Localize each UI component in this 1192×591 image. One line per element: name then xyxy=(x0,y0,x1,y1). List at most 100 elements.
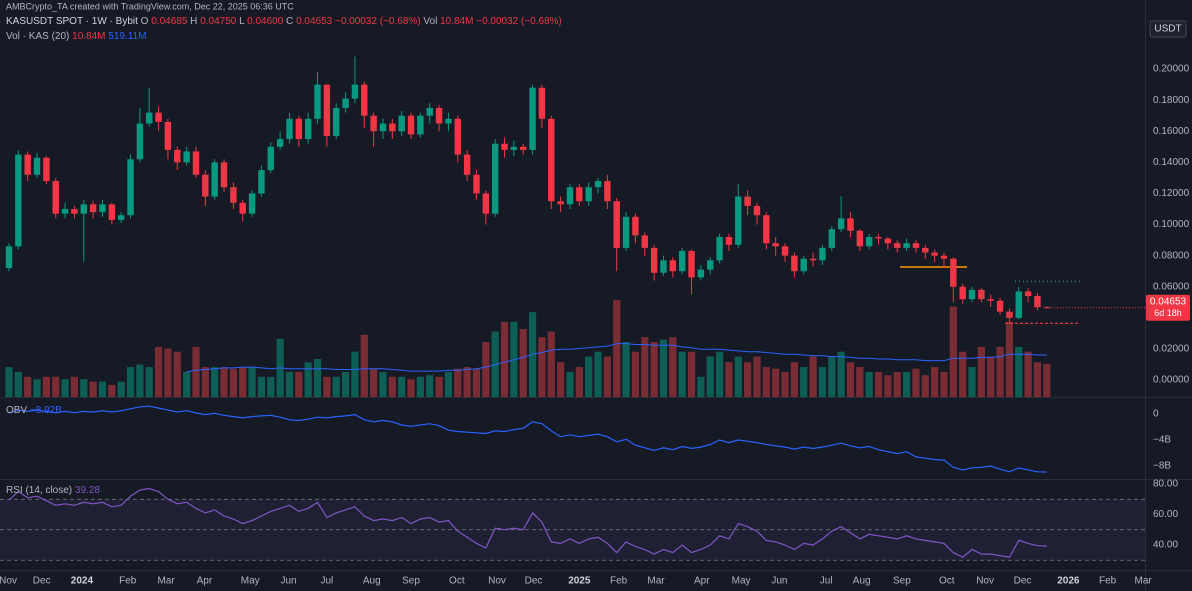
candle-body xyxy=(417,115,424,135)
volume-bar xyxy=(14,371,22,397)
volume-bar xyxy=(426,375,434,397)
volume-bar xyxy=(201,367,209,397)
volume-bar xyxy=(762,367,770,397)
volume-bar xyxy=(557,362,565,397)
x-tick-label: Oct xyxy=(449,576,465,587)
candle-body xyxy=(501,143,508,150)
y-tick-label: 0.00000 xyxy=(1153,375,1190,386)
x-tick-label: Jun xyxy=(771,576,787,587)
candle-body xyxy=(865,236,873,247)
candle-body xyxy=(136,123,144,160)
candle-body xyxy=(1024,291,1032,297)
candle-body xyxy=(660,260,667,273)
candle-body xyxy=(314,84,321,119)
volume-bar xyxy=(370,368,378,397)
candle-body xyxy=(978,289,985,300)
candle-body xyxy=(894,243,901,248)
volume-bar xyxy=(183,371,191,397)
candle-body xyxy=(1034,296,1041,308)
volume-bar xyxy=(697,376,705,397)
volume-bar xyxy=(865,371,873,397)
x-tick-label: Dec xyxy=(525,576,543,587)
volume-value: 10.84M xyxy=(72,31,105,42)
candle-body xyxy=(1015,291,1022,318)
candle-body xyxy=(220,162,228,188)
candle-body xyxy=(370,115,377,132)
candle-body xyxy=(875,236,882,239)
candle-body xyxy=(155,112,162,122)
candle-body xyxy=(987,299,994,301)
volume-bar xyxy=(145,367,153,397)
candle-body xyxy=(548,118,555,202)
volume-bar xyxy=(267,376,275,397)
legend: KASUSDT SPOT · 1W · Bybit O 0.04685 H 0.… xyxy=(6,16,562,27)
candle-body xyxy=(473,174,480,194)
candle-body xyxy=(557,201,564,205)
volume-bar xyxy=(24,376,32,397)
y-tick-label: −4B xyxy=(1153,435,1171,446)
volume-bar xyxy=(519,329,527,397)
candle-body xyxy=(5,246,13,269)
volume-bar xyxy=(388,376,396,397)
volume-bar xyxy=(893,371,901,397)
legend-value: −0.00032 (−0.68%) xyxy=(335,16,421,27)
candle-body xyxy=(202,174,209,197)
candle-body xyxy=(622,216,630,248)
y-tick-label: 0.18000 xyxy=(1153,95,1190,106)
x-tick-label: Mar xyxy=(157,576,175,587)
candle-body xyxy=(641,235,648,248)
volume-bar xyxy=(631,351,640,397)
volume-bar xyxy=(931,367,939,397)
volume-bar xyxy=(313,359,322,397)
volume-bar xyxy=(33,379,41,397)
volume-bar xyxy=(902,371,911,397)
volume-bar xyxy=(781,371,789,397)
volume-bar xyxy=(744,362,752,397)
x-tick-label: Dec xyxy=(1014,576,1032,587)
volume-bar xyxy=(5,367,13,397)
volume-bar xyxy=(61,379,69,397)
y-tick-label: 0.02000 xyxy=(1153,344,1190,355)
legend-value: −0.00032 (−0.68%) xyxy=(476,16,562,27)
candle-body xyxy=(791,255,798,272)
volume-bar xyxy=(987,356,995,397)
volume-bar xyxy=(828,356,836,397)
candle-body xyxy=(520,146,527,150)
candle-body xyxy=(407,115,415,135)
volume-bar xyxy=(192,346,200,397)
volume-bar xyxy=(734,356,742,397)
volume-bar xyxy=(1024,351,1032,397)
y-tick-label: 0.10000 xyxy=(1153,219,1190,230)
volume-bar xyxy=(42,376,50,397)
volume-bar xyxy=(257,376,266,397)
candle-body xyxy=(931,252,938,256)
x-tick-label: 2026 xyxy=(1057,576,1080,587)
volume-bar xyxy=(921,375,929,397)
candle-body xyxy=(426,107,433,116)
legend-value: 0.04750 xyxy=(200,16,237,27)
volume-bar xyxy=(351,351,359,397)
volume-bar xyxy=(323,376,331,397)
volume-bar xyxy=(790,362,798,397)
currency[interactable]: USDT xyxy=(1154,24,1181,35)
candle-body xyxy=(585,187,592,202)
legend-label: H xyxy=(190,16,197,27)
currency-box[interactable] xyxy=(1149,20,1187,38)
x-tick-label: Aug xyxy=(363,576,381,587)
candle-body xyxy=(351,84,359,99)
y-tick-label: 60.00 xyxy=(1153,509,1178,520)
candle-body xyxy=(267,146,274,171)
candle-body xyxy=(847,218,854,231)
volume-bar xyxy=(220,367,228,397)
candle-body xyxy=(15,154,22,247)
candle-body xyxy=(333,107,340,136)
y-tick-label: −8B xyxy=(1153,461,1171,472)
legend-label: Vol xyxy=(423,16,437,27)
volume-bar xyxy=(173,351,181,397)
x-tick-label: Apr xyxy=(694,576,710,587)
candle-body xyxy=(800,258,807,272)
volume-bar xyxy=(52,376,60,397)
candle-body xyxy=(632,216,639,236)
candle-body xyxy=(435,107,443,124)
